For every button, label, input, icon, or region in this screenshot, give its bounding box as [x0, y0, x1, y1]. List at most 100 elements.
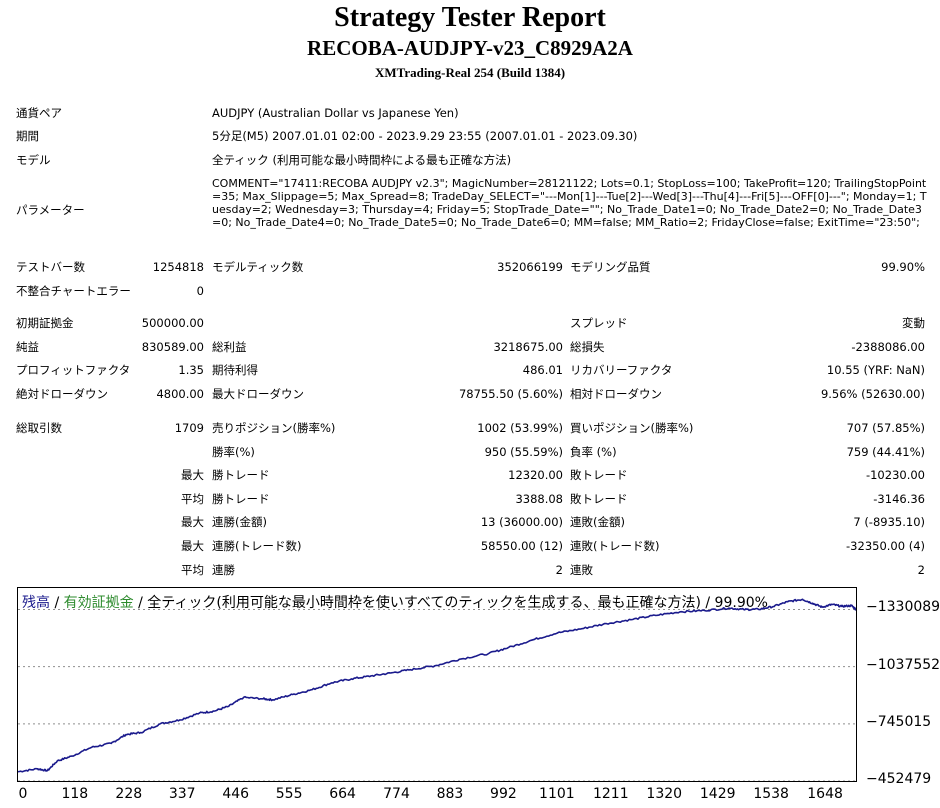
average-prefix: 平均 — [181, 492, 204, 506]
loss-rate-label: 負率 (%) — [570, 445, 617, 459]
symbol-label: 通貨ペア — [16, 106, 62, 120]
mismatch-label: 不整合チャートエラー — [16, 284, 131, 298]
rel-drawdown-value: 9.56% (52630.00) — [820, 387, 925, 401]
total-trades-label: 総取引数 — [16, 421, 62, 435]
largest-loss-label: 敗トレード — [570, 468, 628, 482]
short-positions-label: 売りポジション(勝率%) — [212, 421, 336, 435]
net-profit-label: 純益 — [16, 340, 39, 354]
x-tick-label: 0 — [18, 786, 28, 802]
max-cons-prefix: 最大 — [181, 515, 204, 529]
chart-title: 残高 / 有効証拠金 / 全ティック(利用可能な最小時間枠を使いすべてのティック… — [22, 592, 768, 612]
avg-loss-value: -3146.36 — [873, 492, 925, 506]
period-label: 期間 — [16, 129, 39, 143]
chart-title-part: / 全ティック(利用可能な最小時間枠を使いすべてのティックを生成する、最も正確な… — [133, 595, 768, 611]
gross-loss-label: 総損失 — [570, 340, 605, 354]
x-tick-label: 1648 — [807, 786, 843, 802]
x-tick-label: 992 — [490, 786, 517, 802]
balance-chart-plot — [18, 598, 856, 781]
max-cons-wins-value: 13 (36000.00) — [480, 515, 563, 529]
max-cons-loss-value: -32350.00 (4) — [846, 539, 925, 553]
expected-payoff-label: 期待利得 — [212, 363, 258, 377]
recovery-factor-value: 10.55 (YRF: NaN) — [826, 363, 925, 377]
avg-win-value: 3388.08 — [515, 492, 563, 506]
gross-profit-label: 総利益 — [212, 340, 247, 354]
spread-label: スプレッド — [570, 316, 628, 330]
profit-factor-value: 1.35 — [178, 363, 204, 377]
win-rate-value: 950 (55.59%) — [484, 445, 563, 459]
spread-value: 変動 — [902, 316, 925, 330]
abs-drawdown-value: 4800.00 — [156, 387, 204, 401]
profit-factor-label: プロフィットファクタ — [16, 363, 131, 377]
balance-line — [18, 598, 856, 773]
symbol-value: AUDJPY (Australian Dollar vs Japanese Ye… — [212, 106, 459, 120]
avg-cons-prefix: 平均 — [181, 563, 204, 577]
x-tick-label: 1429 — [699, 786, 736, 802]
x-tick-label: 446 — [222, 786, 250, 802]
max-cons-losses-value: 7 (-8935.10) — [853, 515, 925, 529]
largest-loss-value: -10230.00 — [865, 468, 925, 482]
long-positions-label: 買いポジション(勝率%) — [570, 421, 694, 435]
loss-rate-value: 759 (44.41%) — [846, 445, 925, 459]
chart-title-part: 有効証拠金 — [63, 595, 134, 611]
x-tick-label: 555 — [275, 786, 303, 802]
params-value: COMMENT="17411:RECOBA AUDJPY v2.3"; Magi… — [212, 177, 927, 229]
abs-drawdown-label: 絶対ドローダウン — [16, 387, 108, 401]
max-cons-losses-label: 連敗(金額) — [570, 515, 625, 529]
x-tick-label: 1320 — [646, 786, 683, 802]
short-positions-value: 1002 (53.99%) — [477, 421, 563, 435]
recovery-factor-label: リカバリーファクタ — [570, 363, 673, 377]
model-label: モデル — [16, 153, 51, 167]
avg-cons-losses-label: 連敗 — [570, 563, 593, 577]
expected-payoff-value: 486.01 — [522, 363, 563, 377]
report-title: Strategy Tester Report — [334, 2, 606, 33]
max-cons-profit-value: 58550.00 (12) — [480, 539, 563, 553]
server-info: XMTrading-Real 254 (Build 1384) — [374, 65, 566, 80]
mismatch-value: 0 — [196, 284, 204, 298]
y-tick-label: −1037552 — [866, 656, 940, 673]
quality-value: 99.90% — [881, 260, 925, 274]
largest-prefix: 最大 — [181, 468, 204, 482]
avg-win-label: 勝トレード — [212, 492, 270, 506]
x-tick-label: 664 — [329, 786, 356, 802]
max-cons-wins-label: 連勝(金額) — [212, 515, 267, 529]
y-tick-label: −1330089 — [866, 599, 940, 616]
win-rate-label: 勝率(%) — [212, 445, 255, 459]
x-tick-label: 228 — [115, 786, 143, 802]
chart-title-part: 残高 — [22, 595, 50, 611]
x-tick-label: 1101 — [539, 786, 575, 802]
max-cons-loss-label: 連敗(トレード数) — [570, 539, 660, 553]
largest-win-value: 12320.00 — [508, 468, 563, 482]
gross-profit-value: 3218675.00 — [493, 340, 563, 354]
total-trades-value: 1709 — [174, 421, 204, 435]
params-label: パラメーター — [16, 203, 85, 217]
max-cons-profit-label: 連勝(トレード数) — [212, 539, 302, 553]
max-drawdown-label: 最大ドローダウン — [212, 387, 304, 401]
avg-loss-label: 敗トレード — [570, 492, 628, 506]
expert-name: RECOBA-AUDJPY-v23_C8929A2A — [307, 36, 633, 60]
x-tick-label: 118 — [61, 786, 89, 802]
bars-value: 1254818 — [152, 260, 204, 274]
balance-chart — [17, 587, 857, 782]
long-positions-value: 707 (57.85%) — [846, 421, 925, 435]
x-tick-label: 1538 — [753, 786, 789, 802]
x-tick-label: 337 — [168, 786, 196, 802]
y-tick-label: −452479 — [866, 771, 932, 787]
x-tick-label: 774 — [383, 786, 410, 802]
model-value: 全ティック (利用可能な最小時間枠による最も正確な方法) — [212, 153, 512, 167]
avg-cons-wins-value: 2 — [555, 563, 563, 577]
y-tick-label: −745015 — [866, 713, 932, 730]
largest-win-label: 勝トレード — [212, 468, 270, 482]
x-tick-label: 883 — [436, 786, 464, 802]
deposit-value: 500000.00 — [141, 316, 204, 330]
quality-label: モデリング品質 — [570, 260, 651, 274]
max-drawdown-value: 78755.50 (5.60%) — [458, 387, 563, 401]
ticks-value: 352066199 — [497, 260, 563, 274]
net-profit-value: 830589.00 — [141, 340, 204, 354]
max-cons-trades-prefix: 最大 — [181, 539, 204, 553]
avg-cons-losses-value: 2 — [917, 563, 925, 577]
rel-drawdown-label: 相対ドローダウン — [570, 387, 662, 401]
x-tick-label: 1211 — [592, 786, 629, 802]
avg-cons-wins-label: 連勝 — [212, 563, 235, 577]
bars-label: テストバー数 — [16, 260, 85, 274]
chart-title-part: / — [50, 595, 64, 611]
